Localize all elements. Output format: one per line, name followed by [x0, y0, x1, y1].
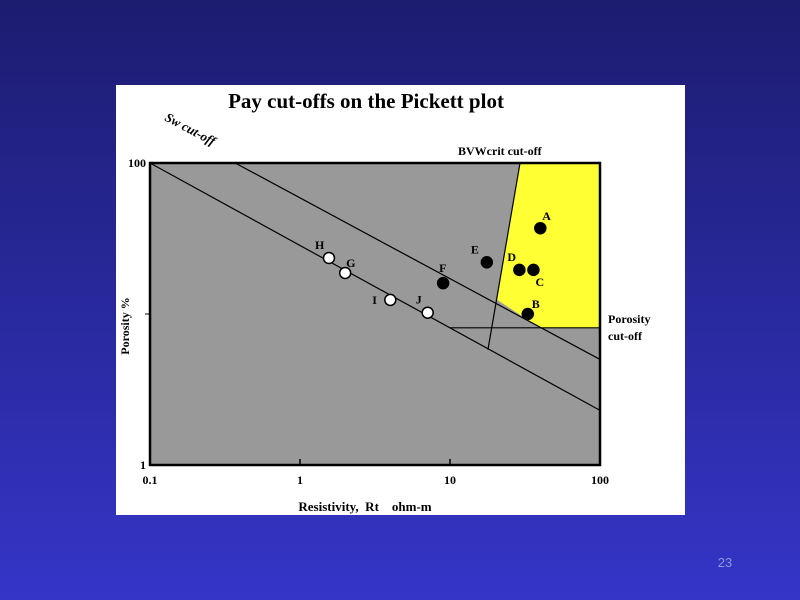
x-tick-label: 10: [444, 473, 456, 487]
bvw-label: BVWcrit cut-off: [458, 144, 543, 158]
chart-title: Pay cut-offs on the Pickett plot: [228, 89, 504, 113]
sw-cutoff-line: [149, 162, 601, 411]
data-point: [534, 221, 547, 235]
sw-cutoff-line: [234, 162, 601, 360]
x-tick-label: 100: [591, 473, 609, 487]
point-label: D: [507, 250, 516, 264]
point-label: I: [372, 293, 377, 307]
point-label: C: [535, 275, 544, 289]
point-label: G: [346, 256, 355, 270]
data-point: [480, 256, 494, 269]
x-tick-label: 1: [297, 473, 303, 487]
y-axis-label: Porosity %: [118, 297, 132, 354]
x-axis-label: Resistivity, Rt ohm-m: [298, 499, 431, 514]
data-point: [384, 293, 397, 307]
pay-region: [497, 163, 600, 328]
porosity-label: cut-off: [608, 329, 643, 343]
y-tick-label: 1: [140, 458, 146, 472]
data-point: [513, 263, 526, 277]
data-point: [421, 306, 434, 319]
point-label: B: [532, 297, 540, 311]
point-label: E: [471, 242, 479, 256]
bvw-cutoff-line: [487, 162, 521, 350]
data-point: [322, 251, 336, 265]
point-label: A: [542, 209, 551, 223]
data-point: [338, 266, 352, 280]
point-label: J: [416, 293, 422, 307]
x-tick-label: 0.1: [143, 473, 158, 487]
point-label: H: [315, 238, 325, 252]
page-number: 23: [718, 555, 732, 570]
data-point: [521, 307, 535, 321]
porosity-label: Porosity: [608, 312, 650, 326]
data-point: [527, 263, 540, 277]
point-label: F: [439, 261, 446, 275]
y-tick-label: 100: [128, 156, 146, 170]
data-point: [436, 276, 450, 290]
